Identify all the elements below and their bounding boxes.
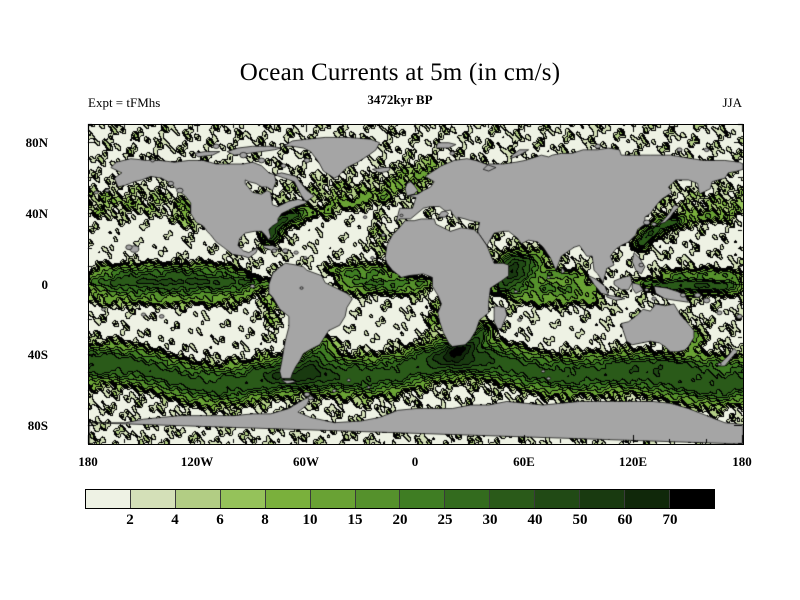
- y-tick-label: 0: [41, 276, 49, 292]
- colorbar-band: [669, 490, 714, 508]
- colorbar-band: [535, 490, 581, 508]
- colorbar-band: [355, 490, 401, 508]
- colorbar-band: [625, 490, 670, 508]
- season-label: JJA: [722, 95, 742, 110]
- y-tick-label: 80S: [27, 418, 48, 434]
- colorbar-tick-label: 70: [662, 512, 678, 528]
- colorbar-bands: [85, 489, 715, 509]
- x-tick-label: 120E: [618, 454, 648, 469]
- x-tick-label: 60W: [293, 454, 319, 469]
- map-plot-area: [88, 124, 744, 445]
- colorbar-band: [310, 490, 356, 508]
- colorbar: [85, 489, 715, 509]
- colorbar-band: [175, 490, 221, 508]
- x-tick-label: 0: [411, 454, 419, 469]
- colorbar-band: [265, 490, 311, 508]
- y-tick-label: 40S: [27, 347, 48, 363]
- colorbar-band: [400, 490, 446, 508]
- colorbar-band: [86, 490, 131, 508]
- experiment-label: Expt = tFMhs: [88, 95, 161, 110]
- x-tick-label: 180: [732, 454, 752, 469]
- colorbar-band: [490, 490, 536, 508]
- x-tick-label: 60E: [513, 454, 535, 469]
- y-tick-label: 40N: [25, 205, 48, 221]
- colorbar-band: [220, 490, 266, 508]
- colorbar-band: [580, 490, 626, 508]
- colorbar-band: [445, 490, 491, 508]
- y-tick-label: 80N: [25, 134, 48, 150]
- colorbar-band: [130, 490, 176, 508]
- x-tick-label: 180: [78, 454, 98, 469]
- x-tick-label: 120W: [180, 454, 214, 469]
- ocean-current-map: [89, 125, 743, 444]
- page-title: Ocean Currents at 5m (in cm/s): [239, 59, 561, 86]
